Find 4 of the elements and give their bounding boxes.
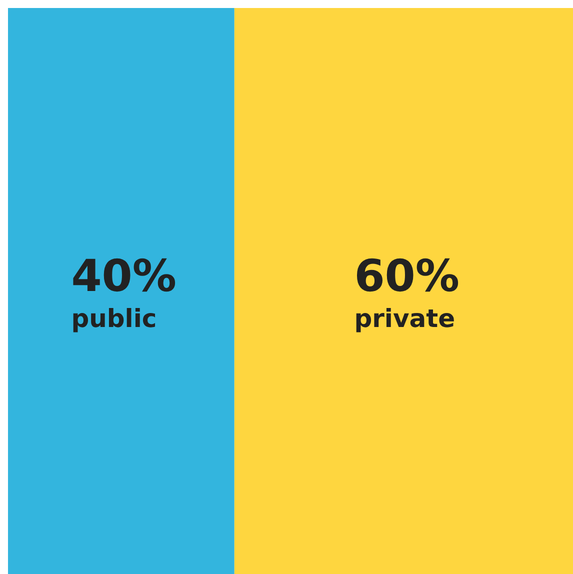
series-label: public <box>71 304 157 333</box>
series-label: private <box>354 304 456 333</box>
data-label: 40% <box>71 251 177 302</box>
data-label: 60% <box>354 251 460 302</box>
